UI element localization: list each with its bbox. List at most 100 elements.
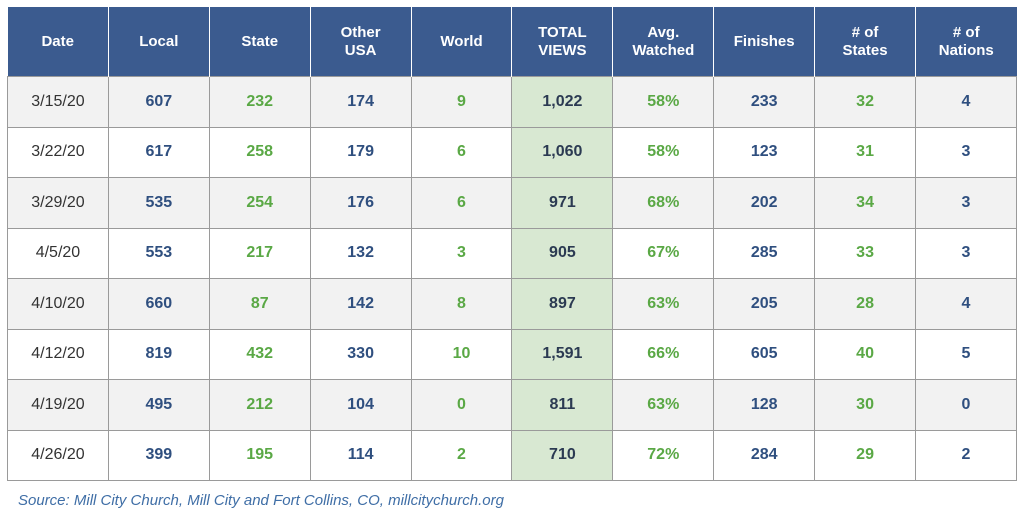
table-cell: 5 bbox=[915, 328, 1017, 380]
table-cell: 285 bbox=[713, 227, 816, 279]
header-row: Date Local State Other USA World TOTAL VIEWS Avg… bbox=[7, 7, 1017, 77]
table-cell: 32 bbox=[814, 76, 917, 128]
table-cell: 195 bbox=[208, 429, 311, 481]
table-cell: 176 bbox=[309, 177, 412, 229]
table-cell: 330 bbox=[309, 328, 412, 380]
table-cell: 29 bbox=[814, 429, 917, 481]
table-cell: 607 bbox=[107, 76, 210, 128]
table-cell: 495 bbox=[107, 379, 210, 431]
table-cell: 3 bbox=[915, 126, 1017, 178]
table-cell: 553 bbox=[107, 227, 210, 279]
table-row: 3/22/20 617 258 179 6 1,060 58% 123 31 3 bbox=[7, 126, 1017, 178]
table-row: 4/12/20 819 432 330 10 1,591 66% 605 40 5 bbox=[7, 328, 1017, 380]
table-cell: 6 bbox=[410, 126, 513, 178]
table-cell: 72% bbox=[612, 429, 715, 481]
table-row: 4/26/20 399 195 114 2 710 72% 284 29 2 bbox=[7, 429, 1017, 481]
table-cell: 58% bbox=[612, 126, 715, 178]
date-cell: 4/19/20 bbox=[7, 379, 109, 431]
table-row: 4/10/20 660 87 142 8 897 63% 205 28 4 bbox=[7, 278, 1017, 330]
table-cell: 128 bbox=[713, 379, 816, 431]
table-cell: 114 bbox=[309, 429, 412, 481]
table-cell: 0 bbox=[915, 379, 1017, 431]
views-table: Date Local State Other USA World TOTAL VIEWS Avg… bbox=[7, 7, 1017, 481]
column-header: TOTAL VIEWS bbox=[511, 7, 614, 77]
table-cell: 8 bbox=[410, 278, 513, 330]
table-cell: 174 bbox=[309, 76, 412, 128]
table-row: 3/15/20 607 232 174 9 1,022 58% 233 32 4 bbox=[7, 76, 1017, 128]
table-cell: 2 bbox=[915, 429, 1017, 481]
table-cell: 4 bbox=[915, 278, 1017, 330]
column-header: Local bbox=[108, 7, 210, 77]
table-cell: 132 bbox=[309, 227, 412, 279]
table-cell: 819 bbox=[107, 328, 210, 380]
table-cell: 63% bbox=[612, 379, 715, 431]
table-cell: 104 bbox=[309, 379, 412, 431]
table-row: 3/29/20 535 254 176 6 971 68% 202 34 3 bbox=[7, 177, 1017, 229]
table-cell: 232 bbox=[208, 76, 311, 128]
table-cell: 3 bbox=[915, 227, 1017, 279]
table-cell: 254 bbox=[208, 177, 311, 229]
table-body: 3/15/20 607 232 174 9 1,022 58% 233 32 4 3/22/20 61… bbox=[7, 76, 1017, 481]
table-cell: 28 bbox=[814, 278, 917, 330]
table-header: Date Local State Other USA World TOTAL VIEWS Avg… bbox=[7, 7, 1017, 77]
column-header: State bbox=[209, 7, 311, 77]
table-cell: 1,060 bbox=[511, 126, 614, 178]
table-cell: 905 bbox=[511, 227, 614, 279]
table-cell: 179 bbox=[309, 126, 412, 178]
table-cell: 4 bbox=[915, 76, 1017, 128]
date-cell: 3/15/20 bbox=[7, 76, 109, 128]
table-cell: 3 bbox=[410, 227, 513, 279]
column-header: Finishes bbox=[713, 7, 816, 77]
table-cell: 212 bbox=[208, 379, 311, 431]
table-cell: 31 bbox=[814, 126, 917, 178]
table-cell: 87 bbox=[208, 278, 311, 330]
date-cell: 4/26/20 bbox=[7, 429, 109, 481]
source-note: Source: Mill City Church, Mill City and … bbox=[18, 492, 504, 509]
data-table-container: Date Local State Other USA World TOTAL VIEWS Avg… bbox=[7, 7, 1017, 481]
table-cell: 40 bbox=[814, 328, 917, 380]
table-cell: 63% bbox=[612, 278, 715, 330]
table-cell: 1,591 bbox=[511, 328, 614, 380]
table-cell: 34 bbox=[814, 177, 917, 229]
table-cell: 535 bbox=[107, 177, 210, 229]
table-cell: 605 bbox=[713, 328, 816, 380]
date-cell: 3/22/20 bbox=[7, 126, 109, 178]
date-cell: 3/29/20 bbox=[7, 177, 109, 229]
table-cell: 660 bbox=[107, 278, 210, 330]
column-header: Avg. Watched bbox=[612, 7, 715, 77]
table-cell: 284 bbox=[713, 429, 816, 481]
table-cell: 258 bbox=[208, 126, 311, 178]
column-header: Other USA bbox=[310, 7, 412, 77]
date-cell: 4/10/20 bbox=[7, 278, 109, 330]
table-cell: 2 bbox=[410, 429, 513, 481]
table-cell: 68% bbox=[612, 177, 715, 229]
table-cell: 217 bbox=[208, 227, 311, 279]
table-cell: 710 bbox=[511, 429, 614, 481]
table-cell: 33 bbox=[814, 227, 917, 279]
table-cell: 811 bbox=[511, 379, 614, 431]
column-header: World bbox=[411, 7, 513, 77]
table-cell: 6 bbox=[410, 177, 513, 229]
column-header: # of Nations bbox=[915, 7, 1017, 77]
table-cell: 432 bbox=[208, 328, 311, 380]
table-cell: 202 bbox=[713, 177, 816, 229]
table-row: 4/19/20 495 212 104 0 811 63% 128 30 0 bbox=[7, 379, 1017, 431]
table-cell: 142 bbox=[309, 278, 412, 330]
table-cell: 1,022 bbox=[511, 76, 614, 128]
table-cell: 66% bbox=[612, 328, 715, 380]
table-cell: 10 bbox=[410, 328, 513, 380]
table-cell: 617 bbox=[107, 126, 210, 178]
table-cell: 67% bbox=[612, 227, 715, 279]
table-cell: 971 bbox=[511, 177, 614, 229]
table-cell: 0 bbox=[410, 379, 513, 431]
date-cell: 4/12/20 bbox=[7, 328, 109, 380]
table-cell: 897 bbox=[511, 278, 614, 330]
table-cell: 205 bbox=[713, 278, 816, 330]
table-cell: 233 bbox=[713, 76, 816, 128]
table-cell: 58% bbox=[612, 76, 715, 128]
table-cell: 123 bbox=[713, 126, 816, 178]
table-cell: 9 bbox=[410, 76, 513, 128]
date-cell: 4/5/20 bbox=[7, 227, 109, 279]
table-cell: 399 bbox=[107, 429, 210, 481]
table-cell: 3 bbox=[915, 177, 1017, 229]
